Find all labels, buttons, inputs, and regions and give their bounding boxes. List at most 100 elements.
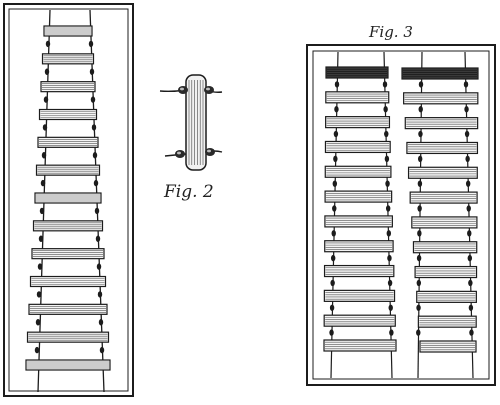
figure-3-right-rung-outline [409, 191, 478, 204]
figure-3-right-rung-outline [407, 166, 478, 179]
figure-3-knot [385, 180, 390, 187]
figure-1-rung-outline [40, 81, 96, 93]
figure-3-left-rung [325, 66, 389, 79]
figure-1-knot [90, 96, 96, 103]
figure-3-knot [331, 230, 336, 237]
figure-1-rung-outline [41, 53, 95, 65]
figure-3-right-rung [404, 117, 479, 130]
figure-3-knot [417, 180, 423, 187]
figure-3-left-rung-outline [325, 66, 389, 79]
figure-3-right-rung [416, 290, 477, 303]
figure-3-left-rung-outline [324, 240, 394, 253]
figure-3-right-rung [409, 191, 478, 204]
figure-3-right-rung-outline [403, 92, 479, 105]
figure-1-knot [97, 291, 103, 298]
figure-3-knot [465, 180, 471, 187]
figure-3-left-rung [324, 240, 394, 253]
figure-3-left-rung [323, 289, 396, 302]
figure-2-rung-block [185, 74, 207, 171]
figure-3-knot [469, 329, 474, 336]
figure-1-rung-outline [29, 275, 107, 288]
figure-3-knot [468, 279, 473, 287]
figure-3-left-rung [323, 314, 396, 327]
figure-3-right-rung-outline [416, 290, 477, 303]
figure-3-right-rung-outline [412, 241, 478, 254]
figure-2-rung-detail: Fig. 2 [159, 74, 223, 202]
figure-3-rungs [323, 66, 479, 353]
figure-3-knot [416, 279, 422, 287]
figure-1-knot [36, 291, 42, 298]
figure-3-knot [332, 180, 338, 187]
figure-1-knot [43, 96, 49, 103]
figure-1-rung [37, 136, 99, 148]
figure-3-right-rung-outline [417, 315, 477, 328]
figure-1-rung-outline [25, 359, 111, 371]
figure-3-knot [465, 155, 470, 163]
figure-3-left-rung-outline [324, 140, 391, 154]
figure-1-knot [41, 152, 47, 159]
figure-3-frame-outer [306, 44, 496, 386]
figure-2-knot-highlight [207, 149, 211, 153]
figure-3-knot [389, 329, 394, 336]
figure-1-rung-outline [43, 25, 93, 37]
figure-3-right-rung-outline [404, 117, 479, 130]
figure-1-rung-outline [31, 248, 105, 260]
figure-1-rungs [25, 25, 111, 371]
figure-3-knot [417, 205, 422, 212]
figure-3-frame-inner [312, 50, 490, 380]
figure-3-knot [330, 254, 336, 262]
figure-3-knot [416, 304, 421, 311]
figure-1-knot [98, 319, 104, 326]
figure-3-right-rung-outline [419, 340, 477, 353]
figure-3-right-rung-outline [401, 67, 479, 80]
figure-1-knot [44, 68, 50, 75]
figure-3-knot [416, 254, 422, 262]
figure-1-knot [92, 152, 98, 159]
figure-3-knot [334, 81, 340, 88]
figure-1-knot [39, 207, 45, 215]
figure-3-right-rung-outline [406, 141, 479, 155]
figure-3-left-rung-outline [323, 314, 396, 327]
figure-3-knot [385, 205, 391, 212]
figure-3-knot [467, 254, 473, 262]
figure-3-right-rung-outline [411, 216, 478, 229]
figure-1-rung [40, 81, 96, 93]
figure-1-knot [89, 68, 95, 75]
figure-3-right-rung-outline [414, 265, 478, 279]
figure-3-left-rung [324, 165, 392, 178]
figure-3-right-rung [411, 216, 478, 229]
figure-3-knot [384, 155, 390, 163]
figure-3-knot [333, 155, 338, 163]
figure-3-knot [467, 230, 472, 237]
figure-1-rung [38, 108, 98, 121]
figure-3-knot [416, 329, 421, 336]
figure-1-rung [25, 359, 111, 371]
figure-3-left-rung-outline [324, 215, 393, 228]
figure-2-knot-highlight [177, 151, 181, 155]
figure-3-left-rung-outline [325, 116, 391, 129]
figure-3-knot [464, 130, 470, 138]
figure-3-knot [417, 230, 422, 237]
figure-1-knot [40, 179, 46, 187]
figure-3-left-rung [324, 190, 393, 203]
figure-3-knot [382, 81, 388, 88]
figure-1-knot [37, 263, 43, 270]
figure-1-knot [93, 179, 99, 187]
figure-1-rung-outline [37, 136, 99, 148]
figure-1-knot [35, 319, 41, 326]
figure-1-knot [88, 40, 94, 48]
figure-3-knot [333, 130, 339, 138]
figure-1-knot [95, 235, 101, 242]
figure-1-knot [38, 235, 44, 242]
figure-3-knot [387, 254, 392, 262]
figure-1-rung [29, 275, 107, 288]
figure-3-right-rung [403, 92, 479, 105]
figure-3-right-rung [412, 241, 478, 254]
figure-3-left-rung [325, 116, 391, 129]
figure-3-knot [386, 230, 392, 237]
figure-1-rung-outline [32, 220, 104, 232]
figure-3-left-rung [323, 264, 395, 278]
figure-1-rung [28, 303, 108, 315]
figure-3-caption: Fig. 3 [368, 23, 413, 41]
figure-3-knot [418, 81, 424, 88]
